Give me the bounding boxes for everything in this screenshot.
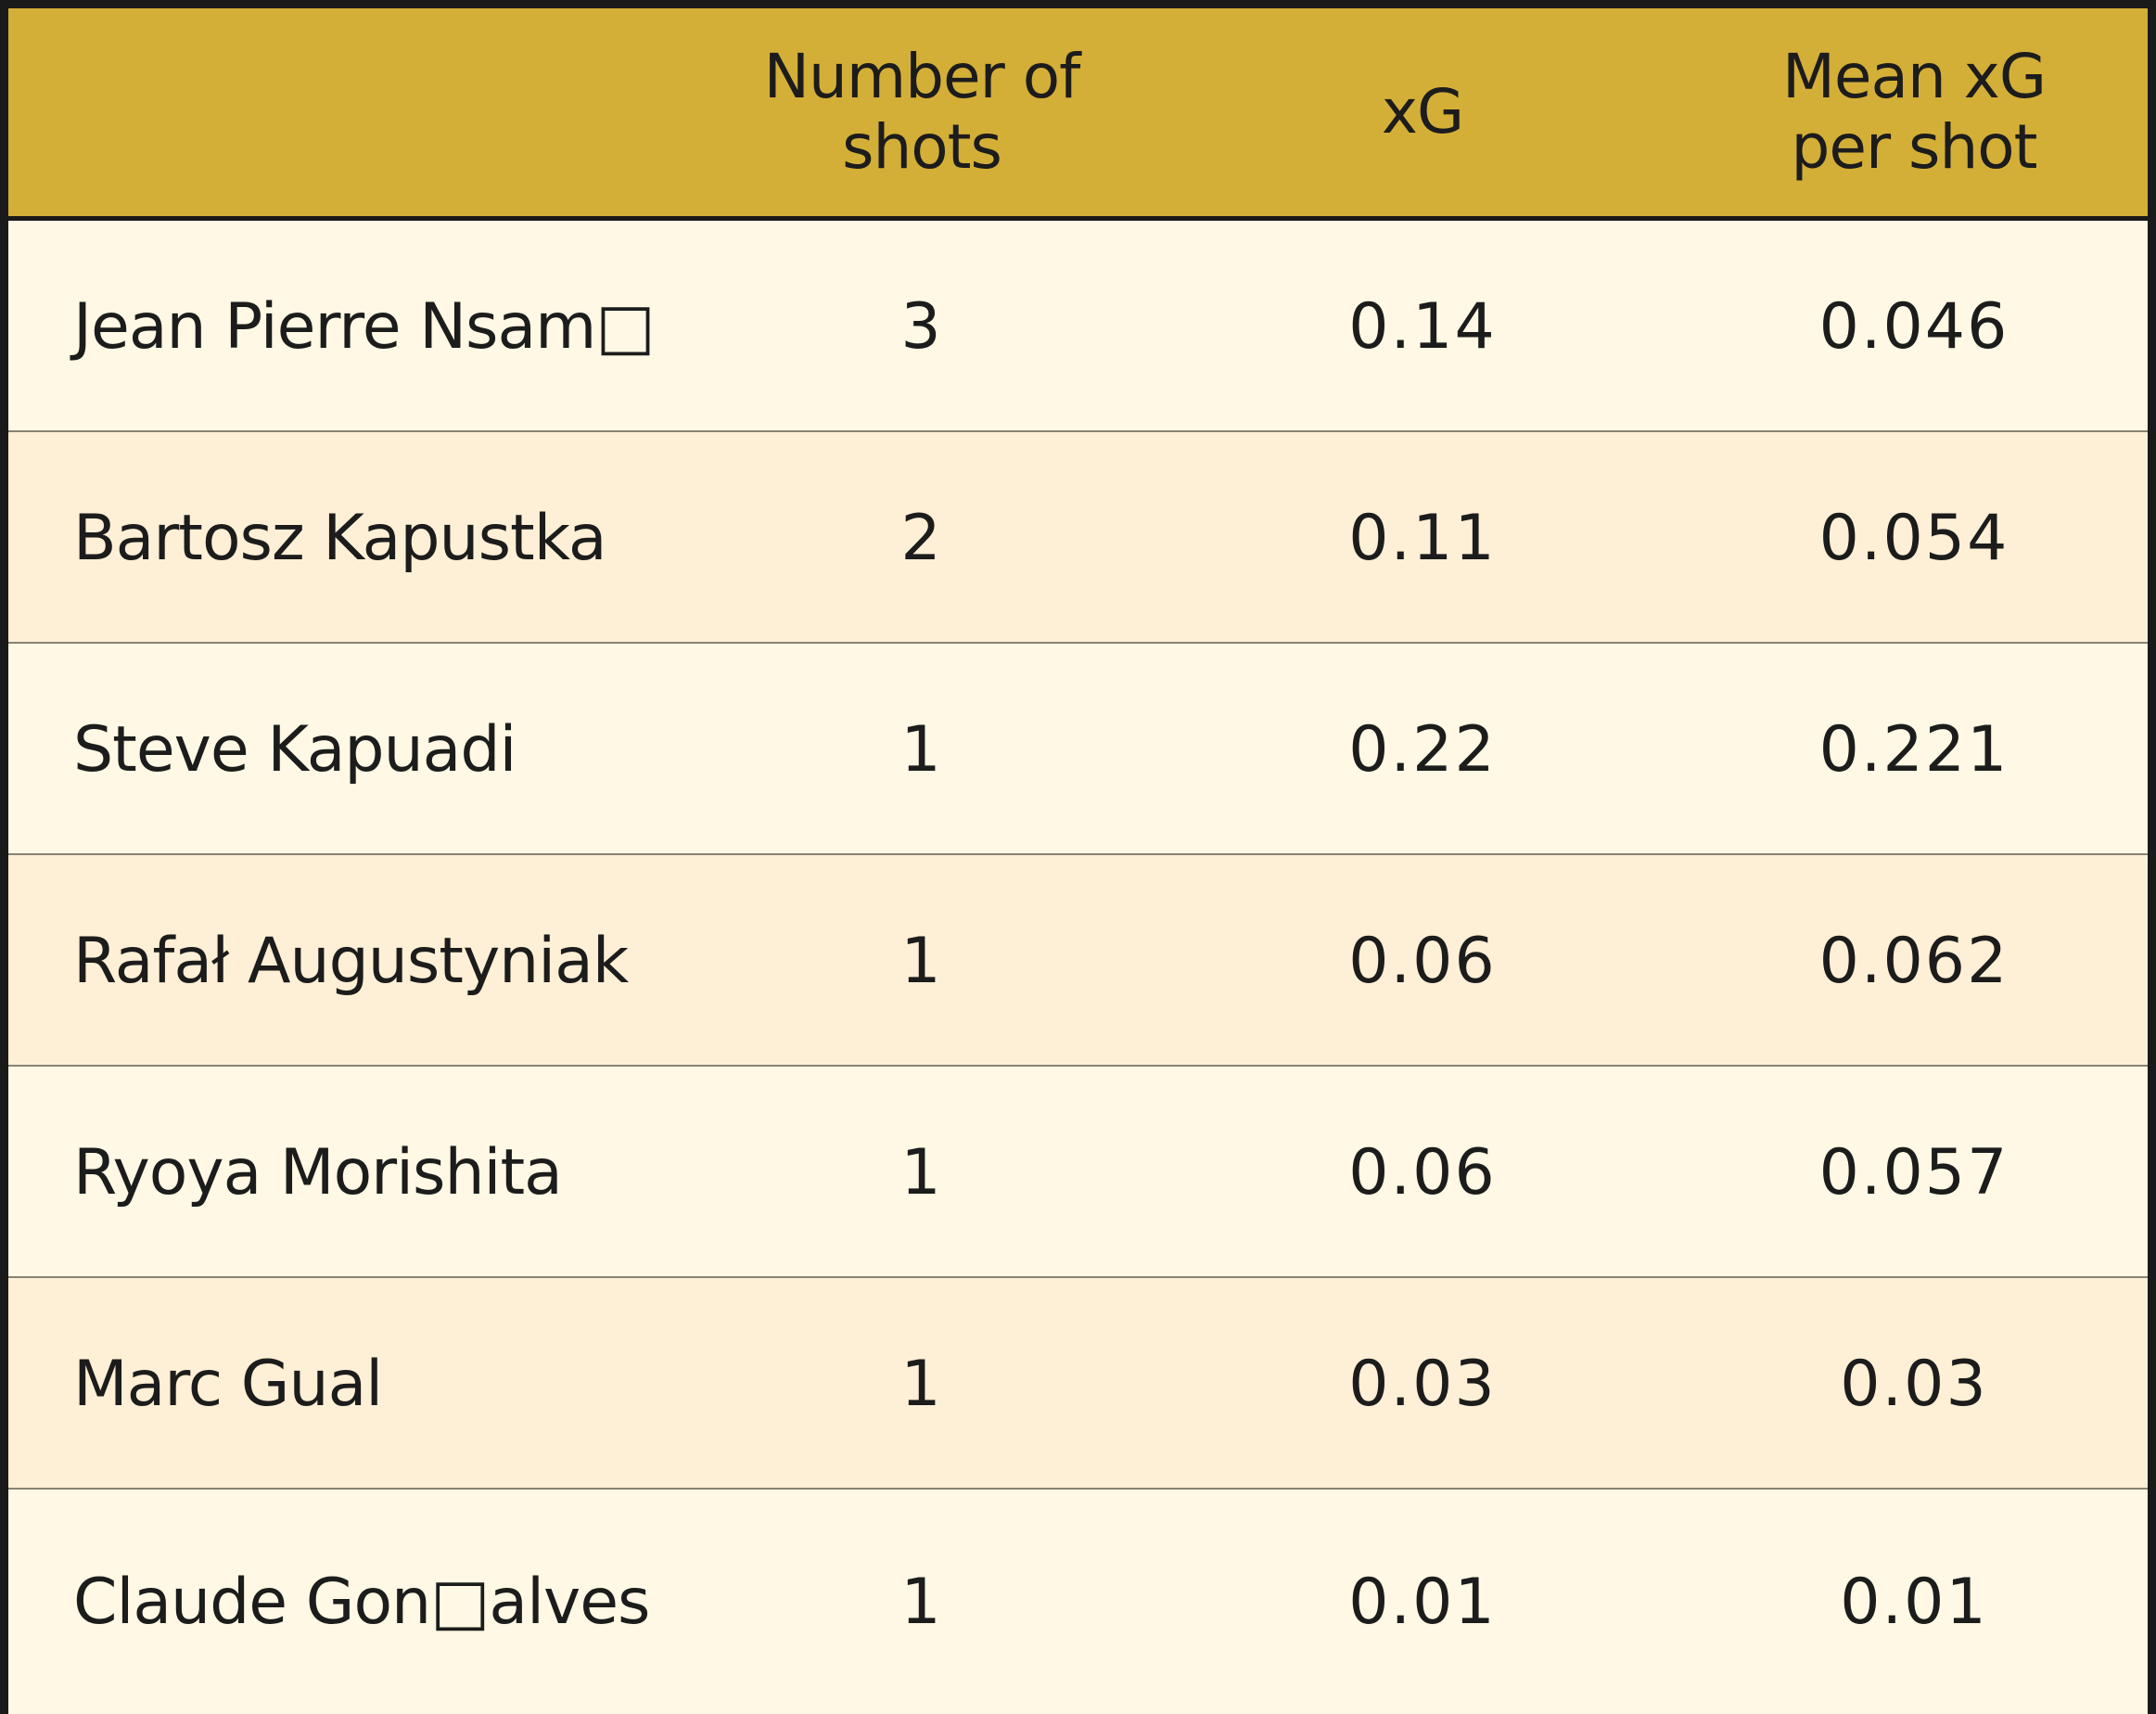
mean-xg-value: 0.03: [1840, 1347, 1988, 1421]
xg-value: 0.06: [1348, 1135, 1497, 1209]
header-mean-xg: Mean xG per shot: [1733, 8, 2095, 216]
table-row: Marc Gual 1 0.03 0.03: [8, 1278, 2148, 1490]
mean-xg-value: 0.054: [1818, 501, 2009, 575]
table-row: Rafał Augustyniak 1 0.06 0.062: [8, 855, 2148, 1067]
player-name: Jean Pierre Nsam□: [73, 289, 656, 364]
shots-value: 3: [900, 289, 943, 364]
shots-value: 2: [900, 501, 943, 575]
shots-value: 1: [900, 1347, 943, 1421]
shots-value: 1: [900, 712, 943, 787]
mean-xg-value: 0.221: [1818, 712, 2009, 787]
shots-value: 1: [900, 924, 943, 998]
xg-value: 0.01: [1348, 1565, 1497, 1639]
xg-value: 0.06: [1348, 924, 1497, 998]
xg-value: 0.22: [1348, 712, 1497, 787]
xg-value: 0.14: [1348, 289, 1497, 364]
table-row: Steve Kapuadi 1 0.22 0.221: [8, 644, 2148, 855]
xg-value: 0.11: [1348, 501, 1497, 575]
table-row: Ryoya Morishita 1 0.06 0.057: [8, 1067, 2148, 1278]
player-name: Bartosz Kapustka: [73, 501, 607, 575]
player-name: Ryoya Morishita: [73, 1135, 563, 1209]
table-row: Jean Pierre Nsam□ 3 0.14 0.046: [8, 221, 2148, 432]
table-row: Bartosz Kapustka 2 0.11 0.054: [8, 432, 2148, 644]
mean-xg-value: 0.057: [1818, 1135, 2009, 1209]
table-row: Claude Gon□alves 1 0.01 0.01: [8, 1490, 2148, 1714]
player-name: Marc Gual: [73, 1347, 383, 1421]
header-xg: xG: [1242, 8, 1603, 216]
player-name: Steve Kapuadi: [73, 712, 517, 787]
header-shots: Number of shots: [741, 8, 1103, 216]
header-xg-label: xG: [1381, 76, 1464, 147]
header-mean-xg-label: Mean xG per shot: [1781, 41, 2047, 183]
table-header: Number of shots xG Mean xG per shot: [8, 8, 2148, 221]
header-shots-label: Number of shots: [763, 41, 1081, 183]
mean-xg-value: 0.01: [1840, 1565, 1988, 1639]
shots-value: 1: [900, 1565, 943, 1639]
xg-value: 0.03: [1348, 1347, 1497, 1421]
mean-xg-value: 0.062: [1818, 924, 2009, 998]
player-name: Rafał Augustyniak: [73, 924, 629, 998]
player-name: Claude Gon□alves: [73, 1565, 650, 1639]
mean-xg-value: 0.046: [1818, 289, 2009, 364]
header-player: [8, 8, 722, 216]
shots-value: 1: [900, 1135, 943, 1209]
